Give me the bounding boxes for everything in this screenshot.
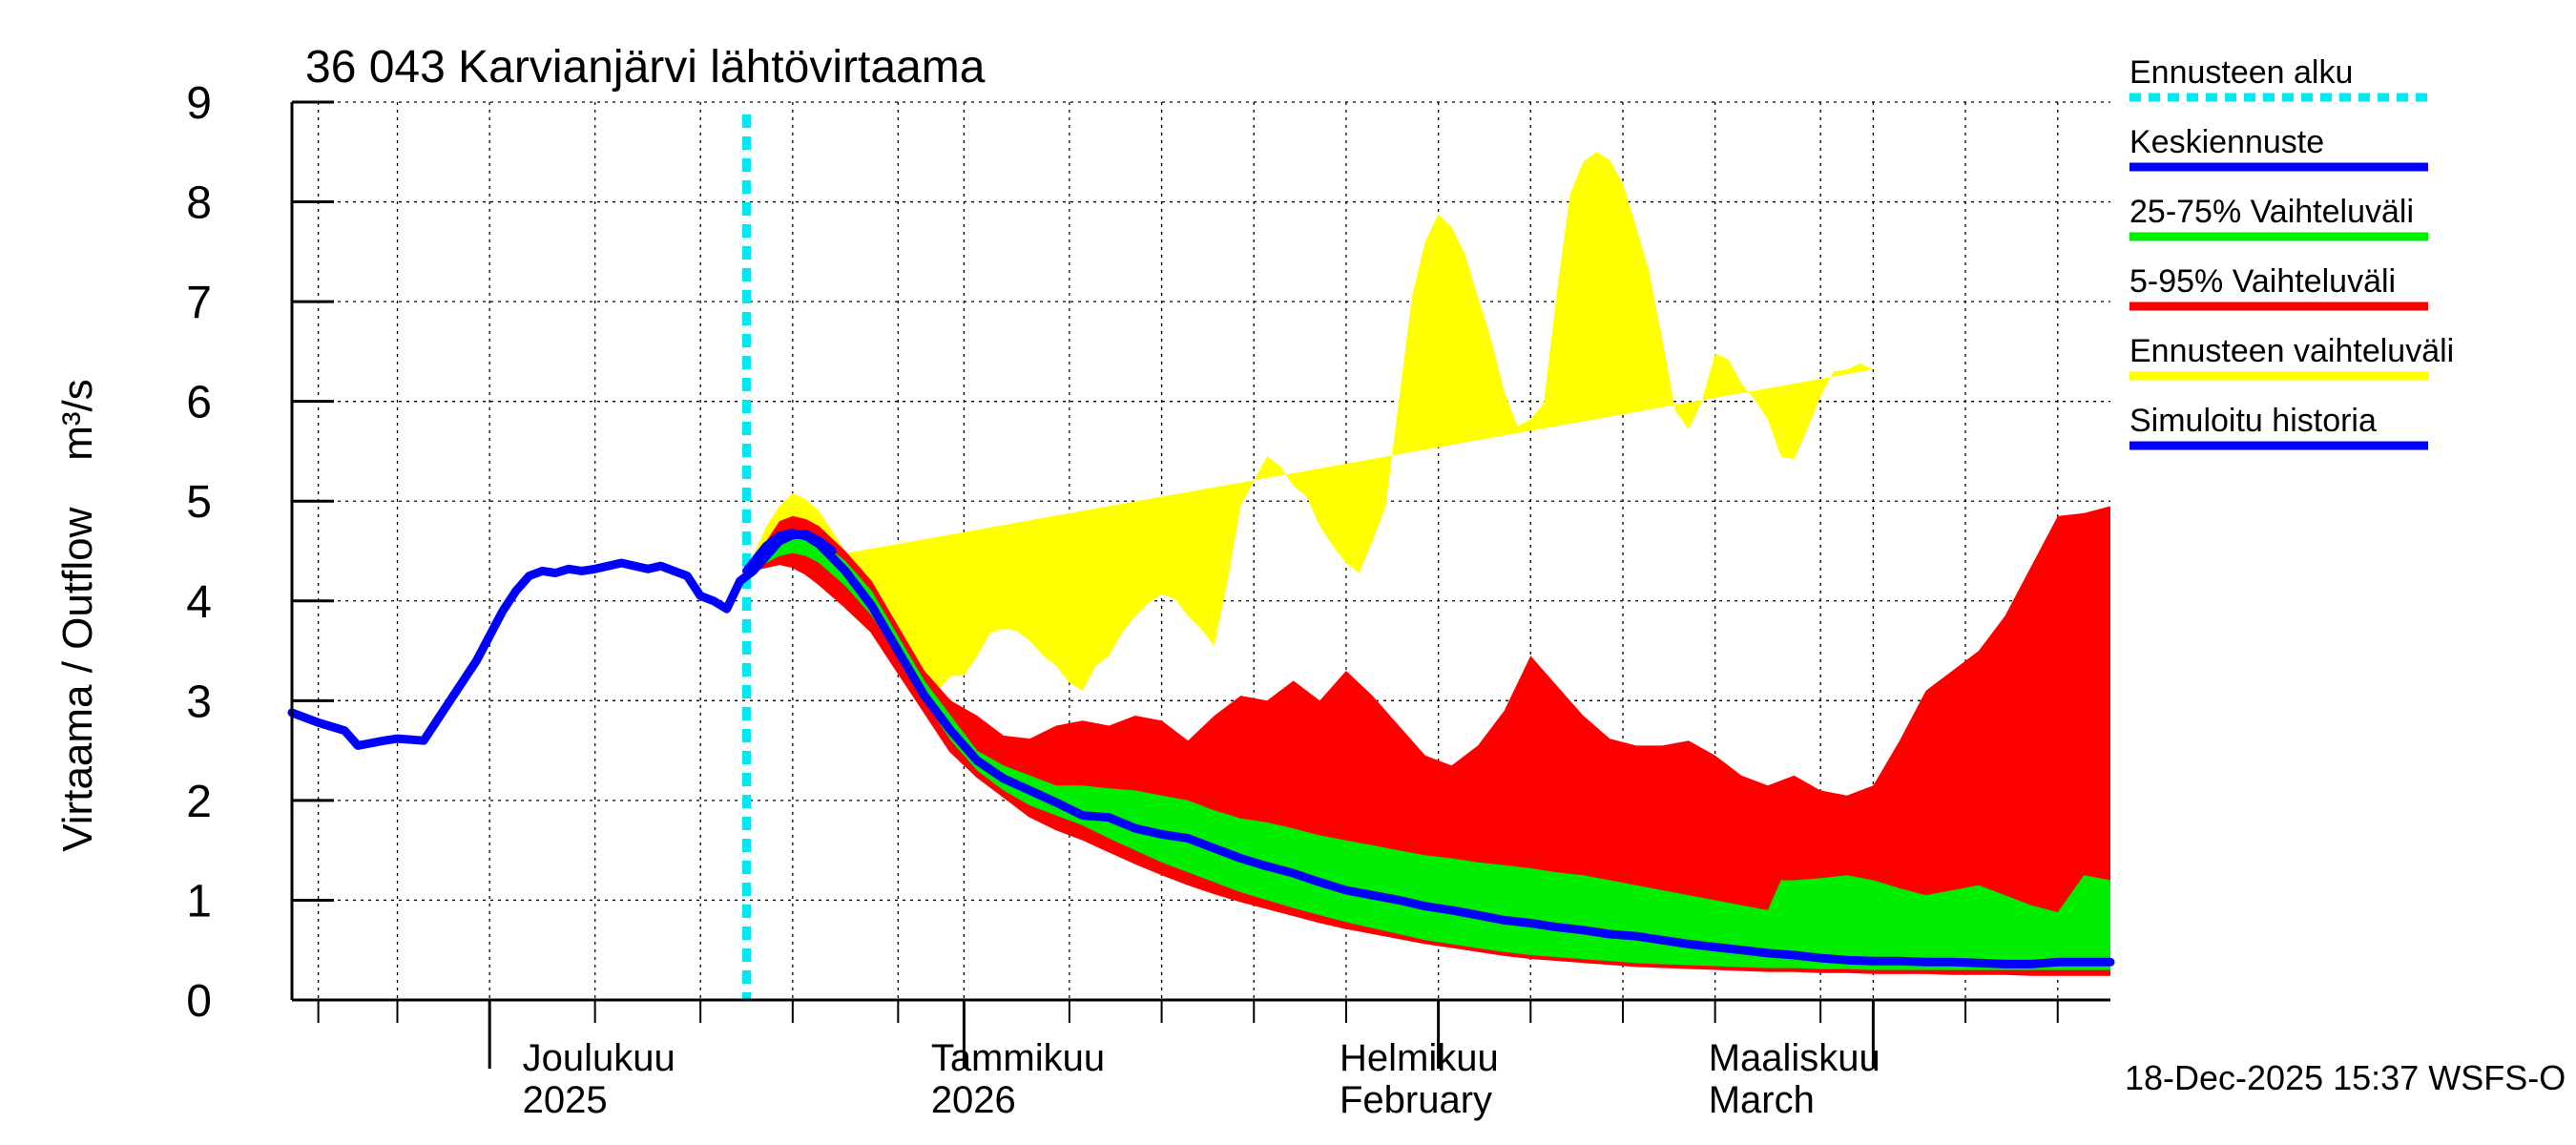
legend: Ennusteen alku Keskiennuste 25-75% Vaihtel… [2129,54,2454,450]
x-month-label: Joulukuu [523,1037,675,1079]
y-tick-label: 5 [186,477,212,528]
y-tick-label: 1 [186,876,212,926]
y-tick-label: 8 [186,178,212,229]
y-axis-tick-labels: 0 1 2 3 4 5 6 7 8 9 [186,78,212,1027]
median-forecast-line [742,529,2115,968]
band-forecast-range [746,152,1874,691]
x-year-label: 2026 [931,1079,1016,1121]
legend-label: 5-95% Vaihteluväli [2129,263,2396,300]
legend-label: Keskiennuste [2129,124,2324,160]
forecast-bands [746,152,2110,974]
y-tick-label: 4 [186,577,212,628]
y-axis-title: Virtaama / Outflow m³/s [54,379,101,852]
y-tick-label: 6 [186,378,212,428]
x-month-label: Maaliskuu [1709,1037,1880,1079]
x-year-label: March [1709,1079,1815,1121]
band-5-95 [746,506,2110,974]
legend-label: 25-75% Vaihteluväli [2129,194,2414,230]
x-year-label: 2025 [523,1079,608,1121]
y-tick-label: 2 [186,777,212,827]
axes [290,100,2110,1069]
x-month-label: Tammikuu [931,1037,1105,1079]
legend-label: Ennusteen vaihteluväli [2129,333,2454,369]
band-25-75 [746,529,2110,970]
y-tick-label: 3 [186,677,212,727]
chart-title: 36 043 Karvianjärvi lähtövirtaama [305,42,986,93]
y-tick-label: 7 [186,278,212,328]
x-year-label: February [1340,1079,1492,1121]
flow-lines [287,114,2115,1000]
band-5-95-lower-edge [746,560,2110,976]
y-tick-label: 9 [186,78,212,129]
y-tick-label: 0 [186,976,212,1027]
x-month-label: Helmikuu [1340,1037,1499,1079]
legend-label: Simuloitu historia [2129,403,2377,439]
timestamp-footer: 18-Dec-2025 15:37 WSFS-O [2125,1058,2566,1097]
simulated-history-line [287,530,837,750]
legend-label: Ennusteen alku [2129,54,2353,91]
